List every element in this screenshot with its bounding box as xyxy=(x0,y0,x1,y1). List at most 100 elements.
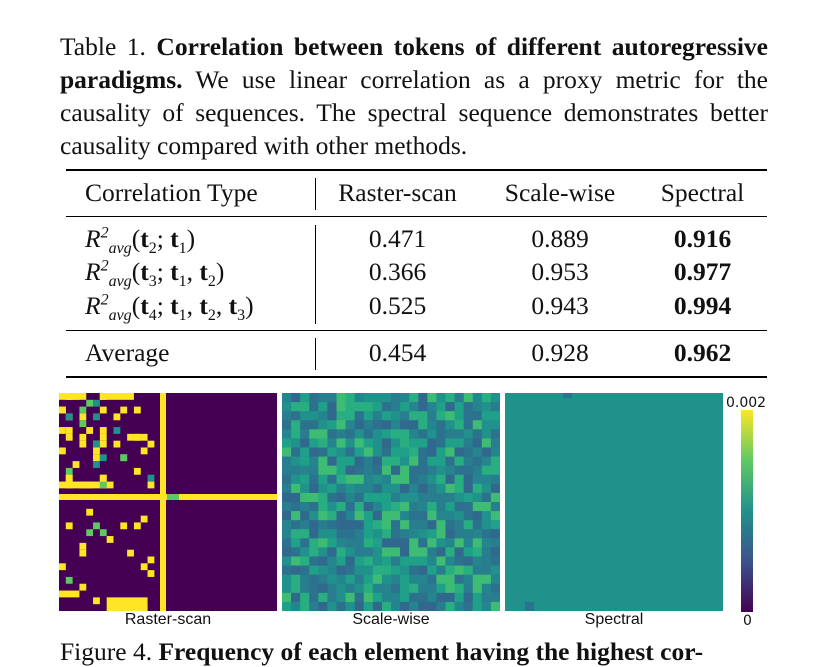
row-2-spectral: 0.977 xyxy=(673,257,732,286)
heatmap-cell xyxy=(427,411,437,421)
heatmap-cell xyxy=(463,565,474,576)
heatmap-cell xyxy=(99,481,107,489)
heatmap-cell xyxy=(309,420,319,430)
heatmap-cell xyxy=(391,502,401,512)
heatmap-cell xyxy=(345,492,356,503)
heatmap-cell xyxy=(106,597,148,611)
heatmap-cell xyxy=(409,474,419,485)
heatmap-cell xyxy=(86,427,94,434)
heatmap-cell xyxy=(381,456,392,467)
heatmap-cell xyxy=(481,420,492,430)
heatmap-cell xyxy=(445,483,456,494)
heatmap-cell xyxy=(336,583,347,594)
heatmap-cell xyxy=(481,502,492,512)
heatmap-cell xyxy=(445,502,456,512)
heatmap-cell xyxy=(400,529,410,539)
heatmap-cell xyxy=(391,547,401,557)
heatmap-cell xyxy=(463,547,474,557)
heatmap-cell xyxy=(318,402,328,412)
heatmap-cell xyxy=(318,465,328,476)
heatmap-cell xyxy=(409,502,419,512)
heatmap-cell xyxy=(99,454,107,462)
heatmap-cell xyxy=(336,483,347,494)
heatmap-cell xyxy=(454,538,465,548)
heatmap-cell xyxy=(463,420,474,430)
heatmap-cell xyxy=(336,565,347,576)
heatmap-cell xyxy=(454,492,465,503)
heatmap-cell xyxy=(490,520,500,530)
heatmap-cell xyxy=(354,483,365,494)
heatmap-cell xyxy=(65,427,73,434)
heatmap-cell xyxy=(291,429,301,439)
heatmap-cell xyxy=(318,529,328,539)
heatmap-cell xyxy=(282,474,292,485)
heatmap-cell xyxy=(490,447,500,458)
heatmap-cell xyxy=(86,508,94,516)
heatmap-cell xyxy=(409,411,419,421)
heatmap-cell xyxy=(472,492,483,503)
heatmap-cell xyxy=(418,429,428,439)
heatmap-cell xyxy=(300,474,310,485)
heatmap-cell xyxy=(454,520,465,530)
heatmap-cell xyxy=(327,583,337,594)
heatmap-cell xyxy=(363,556,374,567)
heatmap-cell xyxy=(372,474,383,485)
heatmap-cell xyxy=(354,465,365,476)
heatmap-cell xyxy=(409,529,419,539)
heatmap-cell xyxy=(481,592,492,603)
heatmap-cell xyxy=(372,447,383,458)
heatmap-cell xyxy=(445,520,456,530)
heatmap-cell xyxy=(300,583,310,594)
heatmap-cell xyxy=(427,556,437,567)
heatmap-cell xyxy=(381,411,392,421)
heatmap-cell xyxy=(336,456,347,467)
heatmap-cell xyxy=(59,447,66,455)
heatmap-cell xyxy=(345,456,356,467)
heatmap-cell xyxy=(291,483,301,494)
heatmap-cell xyxy=(59,590,80,598)
heatmap-cell xyxy=(372,511,383,521)
heatmap-cell xyxy=(472,502,483,512)
heatmap-cell xyxy=(93,522,100,530)
heatmap-cell xyxy=(120,406,128,414)
heatmap-cell xyxy=(336,538,347,548)
heatmap-cell xyxy=(327,538,337,548)
heatmap-cell xyxy=(336,429,347,439)
heatmap-cell xyxy=(282,547,292,557)
average-raster: 0.454 xyxy=(368,338,427,367)
heatmap-cell xyxy=(418,402,428,412)
heatmap-cell xyxy=(454,592,465,603)
heatmap-cell xyxy=(436,556,446,567)
header-correlation-type: Correlation Type xyxy=(85,178,258,207)
heatmap-cell xyxy=(418,538,428,548)
heatmap-cell xyxy=(436,492,446,503)
heatmap-cell xyxy=(327,492,337,503)
heatmap-cell xyxy=(99,440,107,448)
heatmap-cell xyxy=(147,556,155,564)
heatmap-cell xyxy=(454,474,465,485)
heatmap-cell xyxy=(309,529,319,539)
heatmap-cell xyxy=(363,511,374,521)
heatmap-cell xyxy=(318,601,328,611)
heatmap-cell xyxy=(454,556,465,567)
heatmap-cell xyxy=(454,438,465,448)
heatmap-cell xyxy=(140,563,148,571)
heatmap-cell xyxy=(318,474,328,485)
heatmap-cell xyxy=(345,538,356,548)
heatmap-cell xyxy=(309,402,319,412)
heatmap-cell xyxy=(445,456,456,467)
heatmap-cell xyxy=(463,465,474,476)
heatmap-cell xyxy=(481,529,492,539)
heatmap-cell xyxy=(427,538,437,548)
heatmap-cell xyxy=(490,411,500,421)
heatmap-cell xyxy=(381,420,392,430)
heatmap-cell xyxy=(79,542,87,550)
heatmap-cell xyxy=(99,406,107,414)
row-1-spectral: 0.916 xyxy=(673,224,732,253)
heatmap-cell xyxy=(65,474,73,482)
caption-label: Table 1. xyxy=(60,32,146,61)
panel-label-scale: Scale-wise xyxy=(352,611,430,628)
heatmap-cell xyxy=(463,556,474,567)
heatmap-cell xyxy=(291,592,301,603)
heatmap-cell xyxy=(445,393,456,403)
